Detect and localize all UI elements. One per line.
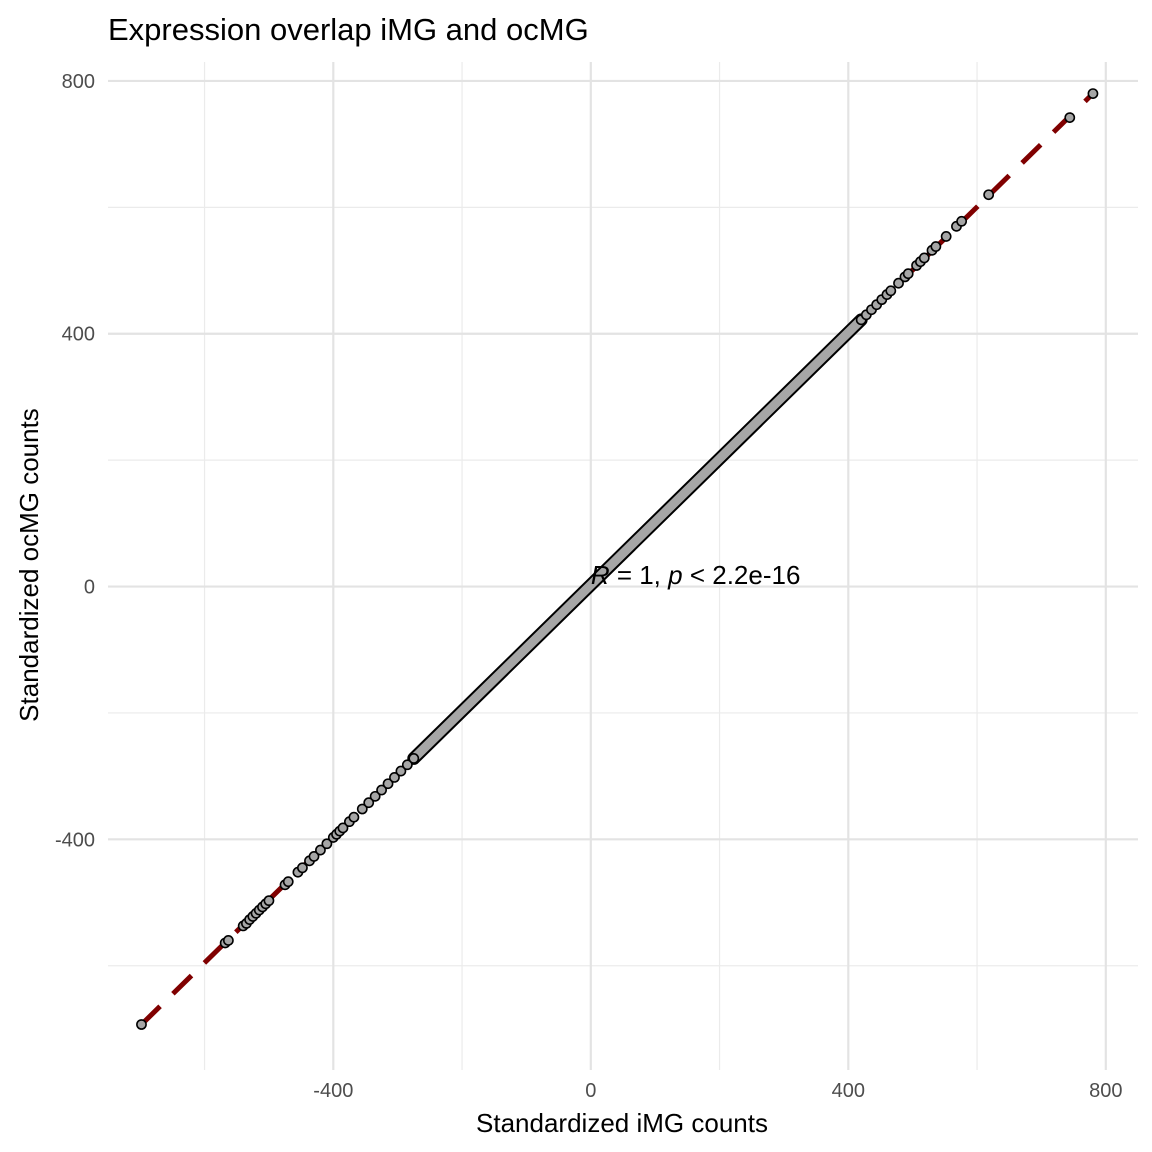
x-axis-title: Standardized iMG counts <box>476 1108 768 1138</box>
x-tick-label: 0 <box>585 1080 596 1102</box>
data-point <box>297 862 308 874</box>
data-point <box>348 811 360 823</box>
data-point <box>408 753 420 764</box>
data-point <box>918 252 930 264</box>
annotation-r: R <box>591 560 610 590</box>
x-tick-label: -400 <box>313 1080 353 1102</box>
data-point <box>401 759 413 771</box>
data-point <box>940 231 952 242</box>
data-points <box>136 88 1099 1030</box>
data-point <box>956 215 968 227</box>
data-point <box>382 778 394 790</box>
data-point <box>363 797 375 809</box>
y-tick-labels: -400 0 400 800 <box>55 71 95 851</box>
data-point <box>902 268 914 280</box>
x-tick-label: 800 <box>1089 1080 1122 1102</box>
data-point <box>930 241 942 252</box>
x-tick-label: 400 <box>832 1080 865 1102</box>
data-point <box>222 935 234 946</box>
data-point <box>321 838 333 850</box>
dense-points-fill <box>409 315 866 763</box>
data-point <box>376 784 387 796</box>
data-point <box>315 844 326 856</box>
data-point <box>282 876 294 888</box>
data-point <box>983 189 995 201</box>
annotation-middle: = 1, <box>610 560 669 590</box>
data-point <box>395 765 407 777</box>
data-point <box>136 1019 147 1030</box>
data-point <box>893 277 904 289</box>
y-tick-label: 400 <box>62 324 95 346</box>
data-point <box>885 285 897 297</box>
data-point <box>1087 88 1099 99</box>
data-point <box>356 803 368 815</box>
data-point <box>308 850 320 862</box>
major-gridlines <box>108 62 1138 1070</box>
y-tick-label: -400 <box>55 829 95 851</box>
correlation-annotation: R = 1, p < 2.2e-16 <box>591 560 801 590</box>
data-point <box>337 822 349 834</box>
annotation-suffix: < 2.2e-16 <box>683 560 801 590</box>
y-axis-title: Standardized ocMG counts <box>14 408 44 722</box>
data-point <box>369 790 381 802</box>
x-tick-labels: -400 0 400 800 <box>313 1080 1122 1102</box>
y-tick-label: 0 <box>84 577 95 599</box>
annotation-p: p <box>667 560 682 590</box>
minor-gridlines <box>108 62 1138 1070</box>
data-point <box>1064 112 1076 124</box>
data-point <box>389 771 400 783</box>
y-tick-label: 800 <box>62 71 95 93</box>
data-point <box>263 895 275 907</box>
chart-title: Expression overlap iMG and ocMG <box>108 12 589 47</box>
